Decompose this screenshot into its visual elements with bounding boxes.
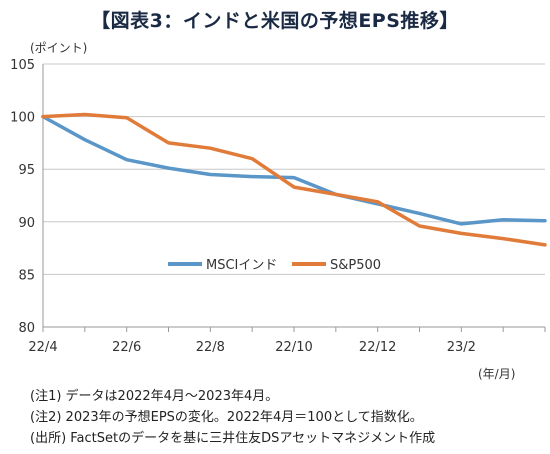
x-tick-label: 22/10 bbox=[275, 340, 312, 355]
y-tick-label: 100 bbox=[10, 111, 35, 126]
x-tick-label: 22/8 bbox=[196, 340, 225, 355]
x-tick-label: 22/12 bbox=[359, 340, 396, 355]
x-tick-label: 23/2 bbox=[447, 340, 476, 355]
gridlines bbox=[43, 63, 545, 328]
series-line-0 bbox=[41, 114, 547, 226]
legend: MSCIインド S&P500 bbox=[168, 258, 381, 273]
line-chart: 80 85 90 95 100 105 22/4 22/6 22/8 22/10 22/12 23/… bbox=[10, 41, 547, 381]
legend-label-0: MSCIインド bbox=[206, 258, 277, 273]
chart-title: 【図表3：インドと米国の予想EPS推移】 bbox=[91, 10, 459, 32]
note-3: (出所) FactSetのデータを基に三井住友DSアセットマネジメント作成 bbox=[30, 431, 436, 446]
footnotes: (注1) データは2022年4月～2023年4月。 (注2) 2023年の予想E… bbox=[30, 386, 545, 449]
legend-label-1: S&P500 bbox=[330, 258, 381, 273]
series-lines bbox=[41, 112, 547, 247]
y-tick-label: 80 bbox=[18, 321, 35, 336]
x-unit-label: (年/月) bbox=[478, 367, 515, 381]
series-line-1 bbox=[41, 112, 547, 247]
y-tick-label: 105 bbox=[10, 58, 35, 73]
y-tick-label: 85 bbox=[18, 268, 35, 283]
note-2: (注2) 2023年の予想EPSの変化。2022年4月＝100として指数化。 bbox=[30, 410, 423, 425]
y-axis: 80 85 90 95 100 105 bbox=[10, 58, 44, 336]
y-tick-label: 90 bbox=[18, 216, 35, 231]
x-axis: 22/4 22/6 22/8 22/10 22/12 23/2 bbox=[28, 326, 546, 355]
x-tick-label: 22/4 bbox=[28, 340, 57, 355]
y-unit-label: (ポイント) bbox=[30, 41, 87, 55]
y-tick-label: 95 bbox=[18, 163, 35, 178]
x-tick-label: 22/6 bbox=[112, 340, 141, 355]
note-1: (注1) データは2022年4月～2023年4月。 bbox=[30, 389, 279, 404]
